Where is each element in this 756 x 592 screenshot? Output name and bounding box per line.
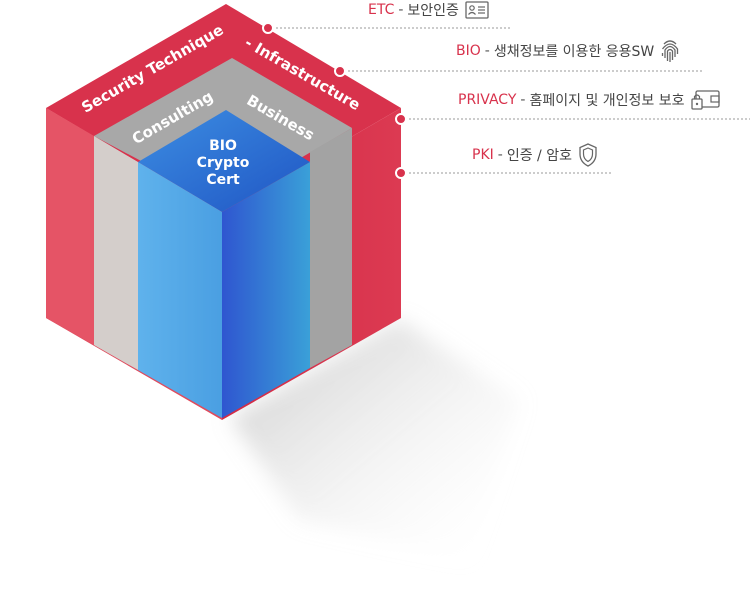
callout-etc: ETC - 보안인증: [368, 0, 489, 20]
dot-bio: [334, 65, 346, 77]
callout-bio-sep: -: [484, 43, 490, 59]
callout-privacy-sep: -: [520, 92, 526, 108]
fingerprint-icon: [660, 38, 680, 64]
callout-pki-key: PKI: [472, 147, 494, 163]
callout-dots: [262, 22, 407, 179]
id-card-icon: [465, 1, 489, 19]
callout-bio: BIO - 생채정보를 이용한 응용SW: [456, 38, 680, 64]
dot-etc: [262, 22, 274, 34]
core-left-face: [138, 162, 222, 418]
shield-icon: [578, 143, 598, 167]
callout-pki-desc: 인증 / 암호: [506, 148, 572, 164]
callout-privacy-desc: 홈페이지 및 개인정보 보호: [529, 93, 685, 109]
callout-pki: PKI - 인증 / 암호: [472, 143, 598, 167]
callout-privacy: PRIVACY - 홈페이지 및 개인정보 보호: [458, 89, 721, 111]
dot-pki: [395, 167, 407, 179]
middle-right-face: [310, 128, 352, 368]
outer-left-strip: [46, 108, 94, 345]
callout-etc-sep: -: [398, 2, 404, 18]
core-line-1: BIO: [209, 138, 237, 154]
core-top-face: [138, 110, 310, 212]
callout-bio-desc: 생채정보를 이용한 응용SW: [493, 44, 655, 60]
cube-shadow: [230, 320, 520, 560]
core-right-face: [222, 162, 310, 418]
core-line-3: Cert: [206, 172, 240, 188]
dot-privacy: [395, 113, 407, 125]
middle-left-face: [94, 136, 138, 370]
callout-pki-sep: -: [497, 147, 503, 163]
callout-etc-key: ETC: [368, 2, 395, 18]
wallet-lock-icon: [690, 89, 721, 111]
callout-privacy-key: PRIVACY: [458, 92, 517, 108]
core-line-2: Crypto: [197, 155, 250, 171]
callout-connectors: [268, 27, 750, 174]
callout-etc-desc: 보안인증: [407, 3, 459, 19]
callout-bio-key: BIO: [456, 43, 481, 59]
